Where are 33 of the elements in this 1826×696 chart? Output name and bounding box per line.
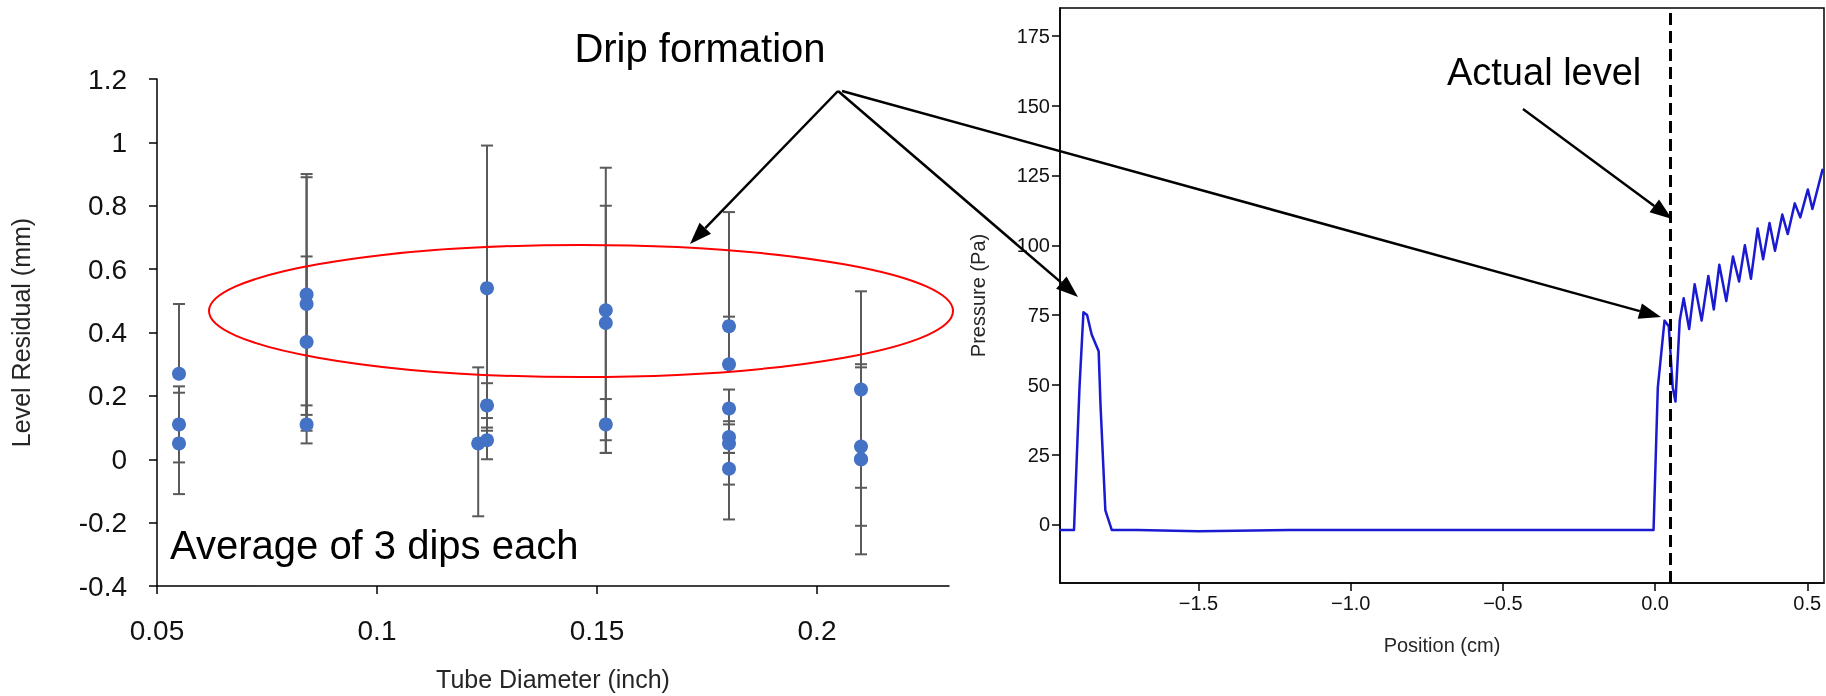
y-tick-label: 0 (111, 443, 127, 475)
x-tick-label: −0.5 (1483, 592, 1523, 614)
y-tick-label: 0 (1038, 513, 1050, 536)
y-tick-label: 1 (111, 126, 127, 158)
x-axis-title: Tube Diameter (inch) (436, 664, 670, 693)
ref-line-label: Actual level (1446, 51, 1642, 93)
y-tick-label: 100 (1016, 234, 1050, 257)
y-tick-label: -0.4 (78, 570, 127, 602)
x-tick-label: 0.5 (1793, 592, 1822, 614)
y-tick-label: 0.8 (88, 190, 127, 222)
x-tick-label: 0.05 (129, 614, 185, 646)
y-axis-title: Level Residual (mm) (6, 217, 35, 448)
y-tick-label: -0.2 (78, 507, 127, 539)
y-tick-label: 150 (1016, 94, 1050, 117)
x-axis-title: Position (cm) (1383, 634, 1501, 656)
x-tick-label: 0.0 (1641, 592, 1669, 614)
y-tick-label: 0.6 (88, 253, 127, 285)
y-axis-title: Pressure (Pa) (967, 233, 989, 358)
y-tick-label: 0.4 (88, 317, 127, 348)
x-tick-label: 0.1 (357, 614, 397, 646)
x-tick-label: 0.15 (569, 614, 625, 646)
annotation: Average of 3 dips each (170, 523, 579, 567)
x-tick-label: −1.5 (1178, 592, 1219, 614)
x-tick-label: −1.0 (1330, 592, 1371, 614)
y-tick-label: 0.2 (88, 380, 127, 412)
y-tick-label: 75 (1027, 304, 1050, 327)
y-tick-label: 125 (1016, 164, 1050, 187)
y-tick-label: 50 (1027, 373, 1050, 396)
x-tick-label: 0.2 (797, 614, 837, 646)
y-tick-label: 25 (1027, 443, 1050, 466)
y-tick-label: 1.2 (88, 63, 127, 95)
y-tick-label: 175 (1016, 24, 1050, 47)
text: Drip formation (574, 26, 826, 70)
